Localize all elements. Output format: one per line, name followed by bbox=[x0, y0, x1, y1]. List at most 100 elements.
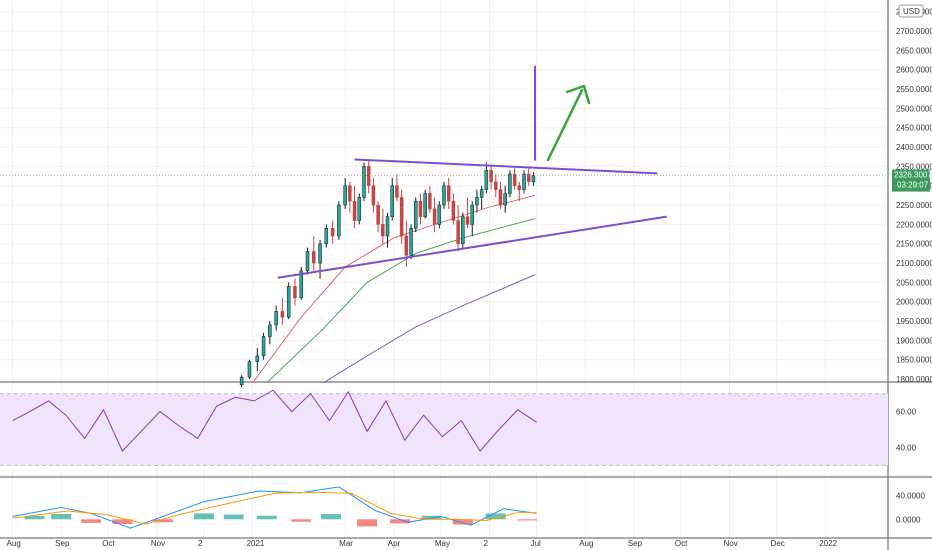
candle-body[interactable] bbox=[299, 270, 303, 299]
candle-body[interactable] bbox=[522, 173, 526, 190]
time-tick-label: Sep bbox=[628, 539, 643, 548]
candle-body[interactable] bbox=[371, 185, 376, 206]
candle-body[interactable] bbox=[479, 189, 484, 198]
candle-body[interactable] bbox=[475, 197, 479, 206]
candle-body[interactable] bbox=[268, 324, 272, 337]
candle-body[interactable] bbox=[247, 361, 252, 378]
macd-tick-label: 40.0000 bbox=[896, 492, 925, 501]
currency-badge[interactable] bbox=[898, 4, 924, 18]
candle-body[interactable] bbox=[531, 175, 536, 183]
candle-body[interactable] bbox=[385, 216, 390, 237]
candle-body[interactable] bbox=[508, 173, 512, 194]
macd-histogram-bar bbox=[485, 513, 506, 520]
macd-tick-label: 0.0000 bbox=[896, 515, 921, 524]
breakout-arrow-icon[interactable] bbox=[546, 88, 584, 162]
price-tick-label: 2350.0000 bbox=[896, 162, 932, 171]
candle-body[interactable] bbox=[526, 173, 531, 183]
candle-body[interactable] bbox=[352, 200, 357, 221]
candle-body[interactable] bbox=[286, 286, 291, 318]
candle-body[interactable] bbox=[404, 235, 409, 256]
price-axis[interactable]: 1800.0000 1850.0000 1900.0000 1950.0000 2000… bbox=[892, 4, 932, 524]
candle-body[interactable] bbox=[395, 185, 399, 198]
candle-body[interactable] bbox=[465, 216, 470, 225]
price-tick-label: 2450.0000 bbox=[896, 124, 932, 133]
price-tick-label: 2200.0000 bbox=[896, 220, 932, 229]
time-tick-label: 2 bbox=[198, 539, 203, 548]
candle-body[interactable] bbox=[312, 251, 316, 264]
candle-body[interactable] bbox=[512, 173, 517, 186]
candle-body[interactable] bbox=[239, 376, 244, 386]
bar-countdown: 03:29:07 bbox=[897, 181, 929, 190]
candle-body[interactable] bbox=[423, 193, 427, 217]
candle-body[interactable] bbox=[362, 166, 366, 198]
price-pane[interactable] bbox=[0, 65, 888, 387]
candle-body[interactable] bbox=[428, 193, 432, 210]
rsi-tick-label: 60.00 bbox=[896, 408, 917, 417]
macd-histogram-bar bbox=[321, 513, 342, 520]
rsi-line[interactable] bbox=[12, 389, 537, 452]
candle-body[interactable] bbox=[451, 200, 456, 221]
candle-body[interactable] bbox=[399, 197, 404, 237]
candle-body[interactable] bbox=[343, 185, 347, 206]
candle-body[interactable] bbox=[517, 185, 522, 190]
candle-body[interactable] bbox=[376, 204, 380, 225]
candle-body[interactable] bbox=[293, 286, 297, 299]
candle-body[interactable] bbox=[503, 193, 507, 206]
candle-body[interactable] bbox=[456, 220, 460, 244]
candle-body[interactable] bbox=[489, 170, 493, 183]
candle-body[interactable] bbox=[274, 311, 278, 326]
rsi-pane[interactable] bbox=[0, 389, 888, 466]
macd-pane[interactable] bbox=[12, 486, 538, 529]
time-tick-label: May bbox=[435, 539, 450, 548]
trendline-upper-resistance[interactable] bbox=[354, 158, 658, 175]
macd-histogram-bar bbox=[256, 515, 277, 520]
candle-body[interactable] bbox=[461, 216, 465, 244]
candle-body[interactable] bbox=[330, 228, 335, 237]
moving-average-line bbox=[252, 194, 536, 384]
time-axis[interactable]: Aug Sep Oct Nov 2 2021 Mar Apr May 2 Jul Aug Sep Oct N… bbox=[7, 539, 838, 548]
time-tick-label: Mar bbox=[339, 539, 353, 548]
signal-line[interactable] bbox=[12, 491, 537, 525]
candle-body[interactable] bbox=[381, 224, 385, 237]
candle-body[interactable] bbox=[305, 251, 310, 272]
trendline-lower-support[interactable] bbox=[277, 215, 667, 279]
macd-histogram-bar bbox=[452, 519, 473, 525]
price-tick-label: 1900.0000 bbox=[896, 336, 932, 345]
candle-body[interactable] bbox=[484, 170, 489, 190]
candle-body[interactable] bbox=[418, 200, 423, 217]
candle-body[interactable] bbox=[409, 228, 413, 256]
candle-body[interactable] bbox=[255, 355, 260, 362]
candle-body[interactable] bbox=[446, 185, 451, 202]
rsi-tick-label: 40.00 bbox=[896, 443, 917, 452]
time-tick-label: Nov bbox=[724, 539, 738, 548]
candle-body[interactable] bbox=[414, 200, 418, 229]
candle-body[interactable] bbox=[498, 189, 503, 206]
time-tick-label: Nov bbox=[151, 539, 165, 548]
candle-body[interactable] bbox=[337, 204, 341, 237]
candle-body[interactable] bbox=[261, 336, 266, 357]
price-tick-label: 2600.0000 bbox=[896, 66, 932, 75]
time-tick-label: Jul bbox=[531, 539, 541, 548]
last-price-value: 2326.3007 bbox=[894, 171, 932, 180]
candle-body[interactable] bbox=[318, 243, 322, 264]
candle-body[interactable] bbox=[494, 181, 498, 190]
candle-body[interactable] bbox=[357, 197, 362, 221]
candle-body[interactable] bbox=[437, 204, 442, 225]
price-tick-label: 1850.0000 bbox=[896, 356, 932, 365]
macd-histogram-bar bbox=[223, 514, 244, 520]
candle-body[interactable] bbox=[432, 208, 437, 225]
candle-body[interactable] bbox=[348, 185, 352, 202]
time-tick-label: Oct bbox=[675, 539, 688, 548]
price-tick-label: 2100.0000 bbox=[896, 259, 932, 268]
candle-body[interactable] bbox=[390, 185, 394, 217]
time-tick-label: Aug bbox=[7, 539, 21, 548]
macd-histogram-bar bbox=[291, 519, 312, 522]
candle-body[interactable] bbox=[324, 228, 329, 244]
last-price-badge[interactable] bbox=[892, 169, 930, 192]
candle-body[interactable] bbox=[280, 311, 285, 318]
candle-body[interactable] bbox=[366, 166, 371, 186]
candle-body[interactable] bbox=[442, 185, 446, 206]
candle-body[interactable] bbox=[470, 204, 474, 225]
